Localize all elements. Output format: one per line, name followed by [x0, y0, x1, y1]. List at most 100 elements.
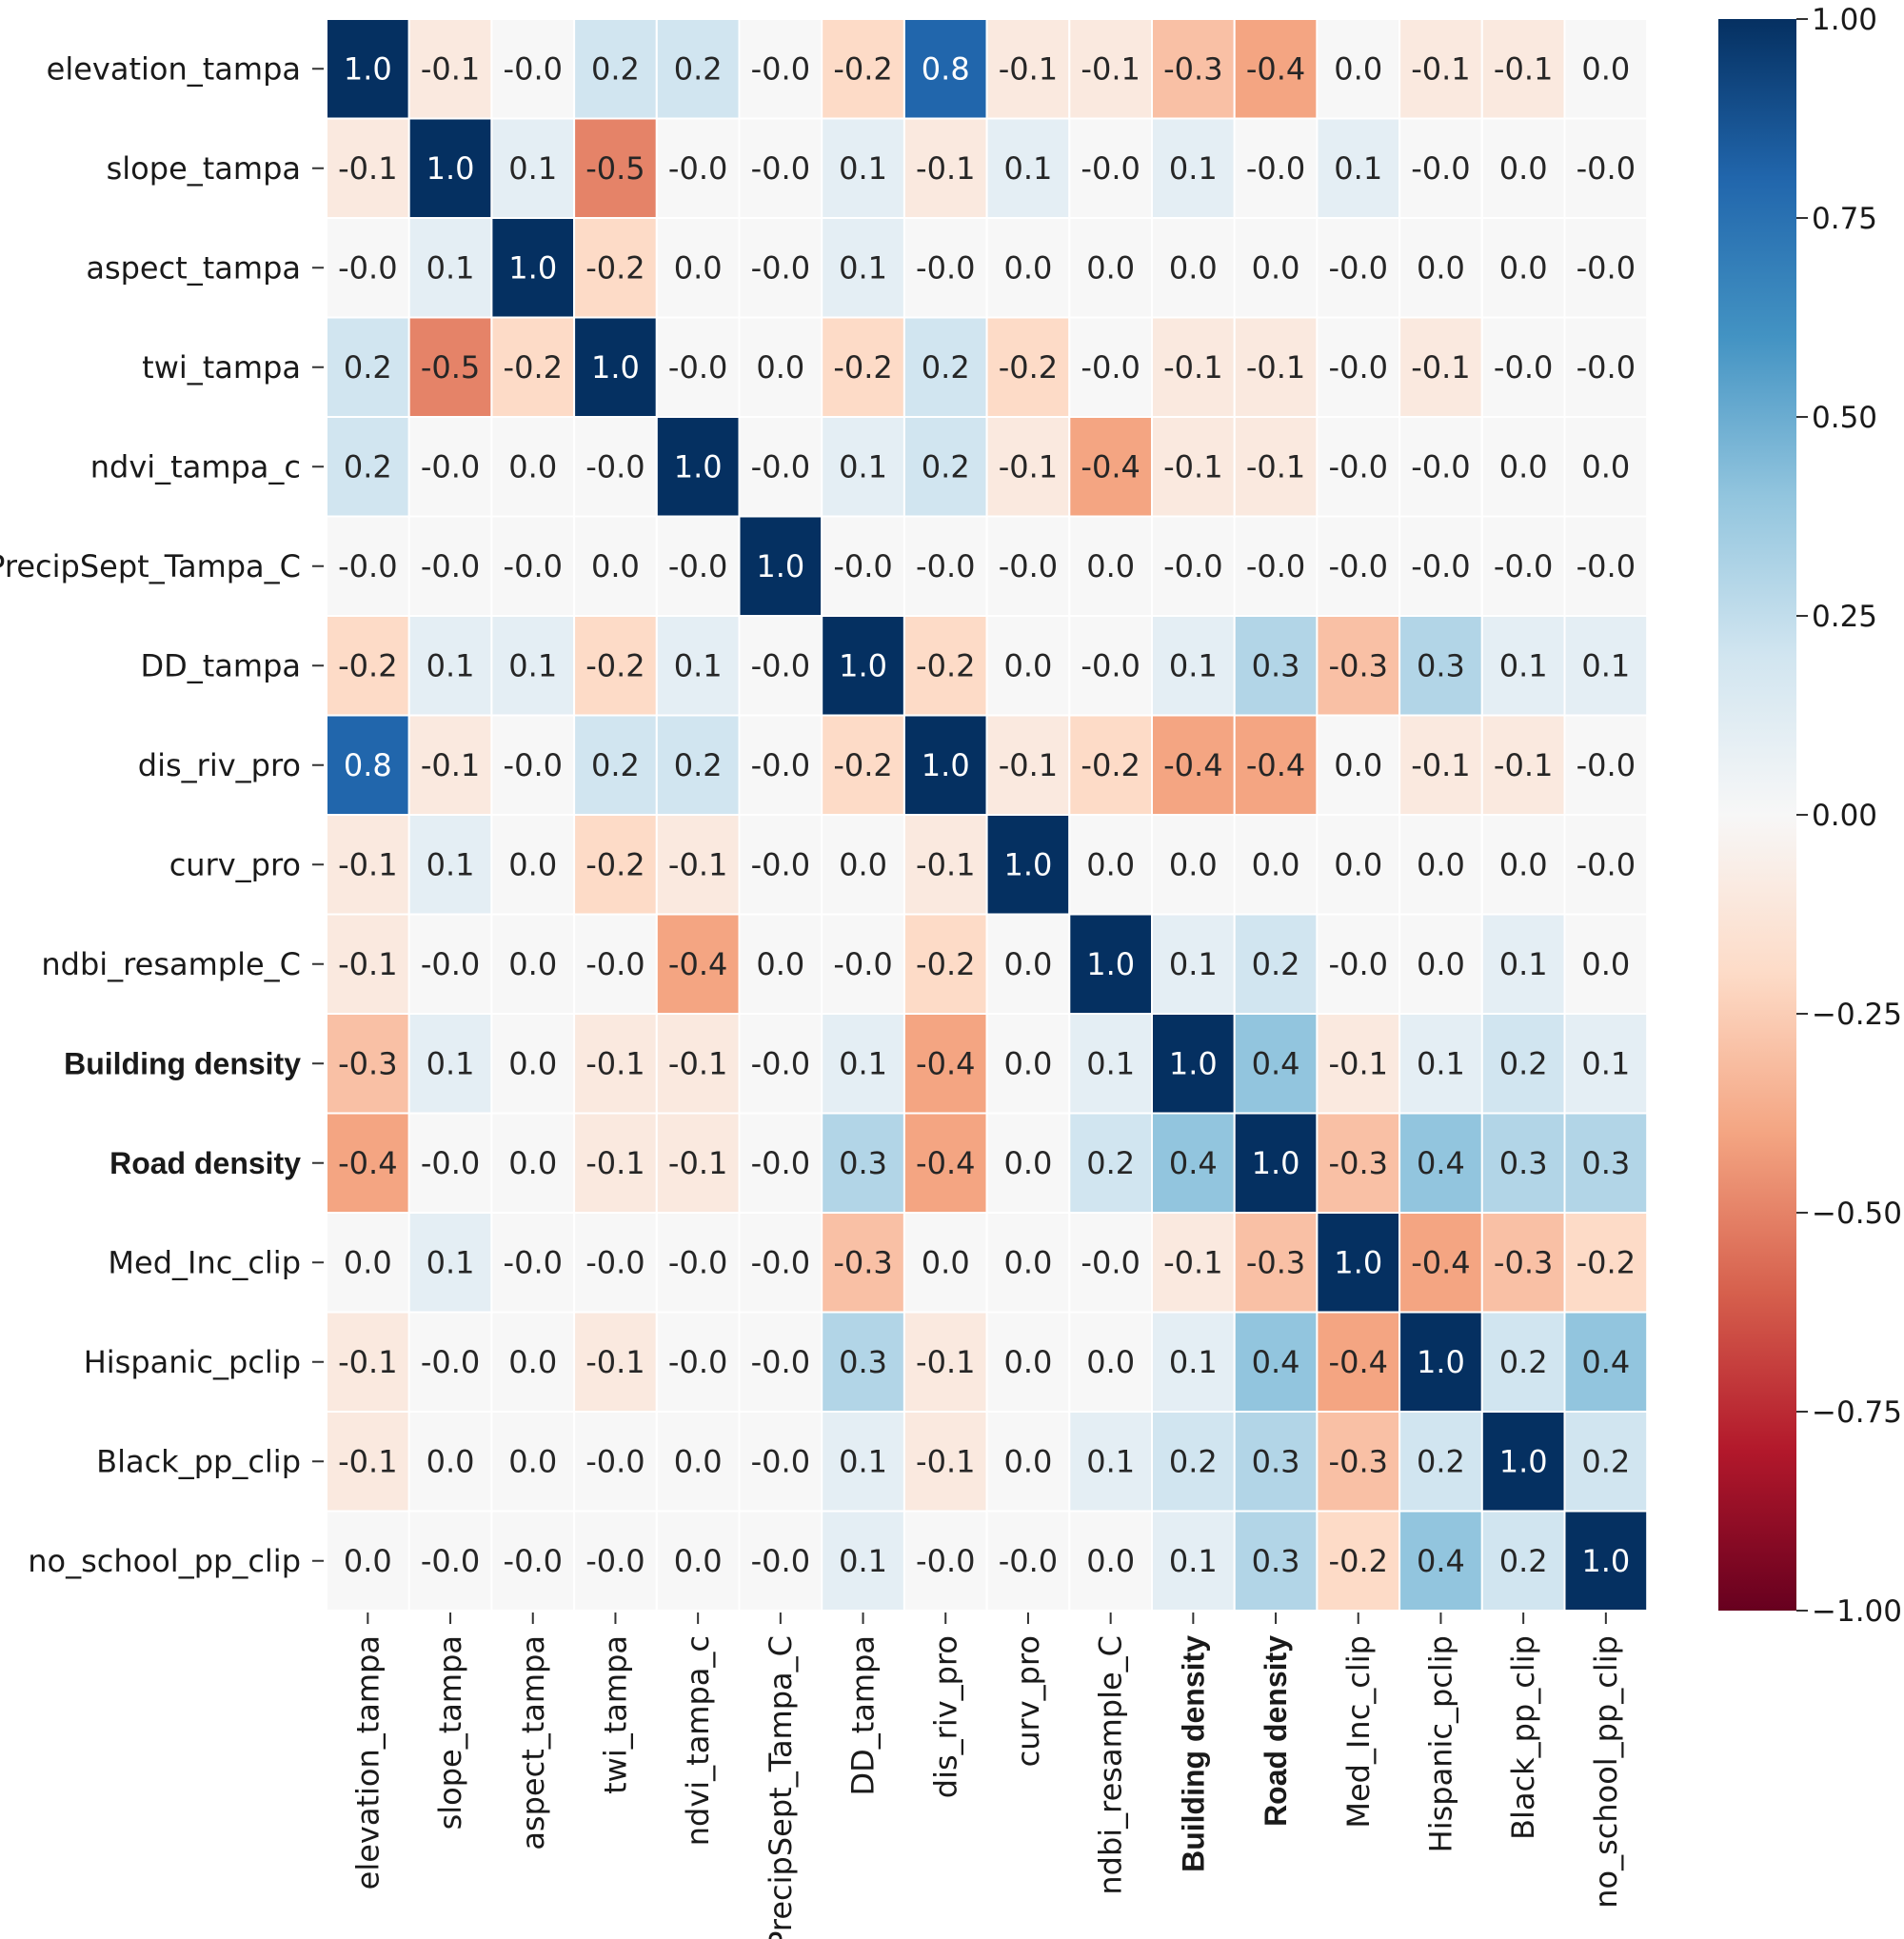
heatmap-cell-value: -0.0 [1411, 150, 1470, 187]
heatmap-cell [902, 913, 988, 1015]
heatmap-cell [407, 1112, 493, 1214]
row-label: ndbi_resample_C [41, 946, 301, 982]
heatmap-cell-value: 0.2 [344, 349, 392, 386]
heatmap-cell-value: 0.2 [1417, 1443, 1465, 1479]
heatmap-cell-value: -0.2 [916, 946, 975, 982]
row-label: PrecipSept_Tampa_C [0, 548, 301, 584]
heatmap-cell-value: 0.0 [1334, 846, 1382, 882]
heatmap-cell [1563, 714, 1649, 816]
heatmap-cell-value: -0.2 [916, 647, 975, 683]
heatmap-cell-value: 0.2 [922, 349, 970, 386]
heatmap-cell-value: 1.0 [344, 50, 392, 87]
heatmap-cell [985, 615, 1071, 717]
heatmap-cell-value: -0.2 [1329, 1543, 1388, 1579]
heatmap-cell-value: -0.0 [1577, 249, 1636, 286]
heatmap-cell [407, 18, 493, 120]
heatmap-cell-value: 0.1 [1581, 1045, 1630, 1081]
heatmap-cell-value: -0.1 [1329, 1045, 1388, 1081]
heatmap-cell-value: -0.3 [1246, 1244, 1305, 1280]
heatmap-cell-value: -0.4 [1246, 50, 1305, 87]
heatmap-cell-value: 0.2 [1086, 1145, 1135, 1181]
heatmap-cell-value: -0.0 [1329, 946, 1388, 982]
heatmap-cell-value: -0.3 [1329, 647, 1388, 683]
heatmap-cell [490, 316, 576, 418]
heatmap-cell [821, 913, 905, 1015]
heatmap-cell-value: 0.0 [1169, 846, 1218, 882]
heatmap-cell-value: 0.0 [508, 1145, 557, 1181]
heatmap-cell-value: 0.1 [839, 1443, 887, 1479]
heatmap-cell [326, 18, 410, 120]
heatmap-cell-value: 0.0 [674, 1443, 723, 1479]
heatmap-cell [1151, 1411, 1236, 1513]
heatmap-cell [407, 1311, 493, 1413]
heatmap-cell-value: 1.0 [674, 448, 723, 485]
heatmap-cell-value: -0.2 [833, 349, 892, 386]
heatmap-cell [1480, 1212, 1566, 1314]
heatmap-cell [407, 1411, 493, 1513]
heatmap-cell-value: 0.2 [344, 448, 392, 485]
heatmap-cell-value: 0.2 [591, 50, 640, 87]
heatmap-cell-value: 0.1 [1169, 647, 1218, 683]
heatmap-cell [490, 117, 576, 219]
heatmap-cell-value: -0.0 [338, 548, 397, 584]
heatmap-cell [407, 1013, 493, 1115]
heatmap-cell [573, 117, 658, 219]
heatmap-cell-value: 0.0 [1004, 1344, 1053, 1380]
heatmap-cell-value: 0.3 [1252, 647, 1300, 683]
heatmap-cell [985, 1510, 1071, 1612]
heatmap-cell [738, 1411, 823, 1513]
heatmap-cell-value: 0.1 [426, 1045, 475, 1081]
heatmap-cell [1233, 117, 1319, 219]
heatmap-cell [1151, 814, 1236, 916]
heatmap-cell-value: 0.1 [839, 1543, 887, 1579]
heatmap-cell-value: -0.1 [1246, 448, 1305, 485]
heatmap-cell-value: -0.1 [916, 846, 975, 882]
colorbar-tick-label: −1.00 [1812, 1594, 1902, 1629]
heatmap-cell-value: 0.4 [1252, 1344, 1300, 1380]
heatmap-cell-value: -0.5 [421, 349, 480, 386]
heatmap-cell [1068, 1311, 1154, 1413]
heatmap-cell [655, 217, 741, 319]
heatmap-cell-value: -0.0 [504, 548, 563, 584]
heatmap-cell-value: -0.0 [504, 50, 563, 87]
heatmap-cell [902, 316, 988, 418]
row-label: slope_tampa [107, 150, 301, 187]
row-label: Med_Inc_clip [108, 1244, 301, 1280]
heatmap-cell-value: -0.4 [338, 1145, 397, 1181]
heatmap-cell [490, 814, 576, 916]
heatmap-cell [655, 1112, 741, 1214]
heatmap-cell-value: 0.0 [674, 1543, 723, 1579]
heatmap-cell-value: -0.1 [1411, 50, 1470, 87]
heatmap-cell [985, 416, 1071, 518]
heatmap-cell [326, 913, 410, 1015]
heatmap-cell [1563, 1112, 1649, 1214]
heatmap-cell [655, 416, 741, 518]
heatmap-cell-value: -0.0 [751, 50, 810, 87]
heatmap-cell [1563, 814, 1649, 916]
heatmap-cell-value: 0.4 [1417, 1145, 1465, 1181]
heatmap-cell-value: -0.1 [338, 946, 397, 982]
heatmap-cell [573, 1411, 658, 1513]
heatmap-cell-value: -0.0 [1246, 548, 1305, 584]
heatmap-cell-value: 1.0 [1086, 946, 1135, 982]
heatmap-cell-value: -0.1 [338, 846, 397, 882]
heatmap-cell [821, 217, 905, 319]
heatmap-cell [326, 117, 410, 219]
heatmap-cell-value: -0.1 [999, 50, 1058, 87]
heatmap-cell [1480, 1112, 1566, 1214]
heatmap-cell [985, 515, 1071, 617]
heatmap-cell [490, 1013, 576, 1115]
heatmap-cell [1563, 1311, 1649, 1413]
heatmap-cell-value: 0.1 [1169, 1344, 1218, 1380]
column-label: aspect_tampa [515, 1635, 551, 1850]
heatmap-cell-value: 0.1 [426, 1244, 475, 1280]
heatmap-cell-value: 0.3 [839, 1344, 887, 1380]
heatmap-cell-value: 0.0 [1581, 50, 1630, 87]
heatmap-cell-value: -0.0 [504, 1244, 563, 1280]
heatmap-cell-value: -0.1 [916, 1344, 975, 1380]
heatmap-cell-value: -0.4 [1246, 747, 1305, 783]
heatmap-cell-value: -0.1 [1163, 448, 1222, 485]
heatmap-cell-value: -0.1 [999, 747, 1058, 783]
heatmap-cell-value: 0.1 [839, 249, 887, 286]
row-label: ndvi_tampa_c [90, 448, 301, 485]
